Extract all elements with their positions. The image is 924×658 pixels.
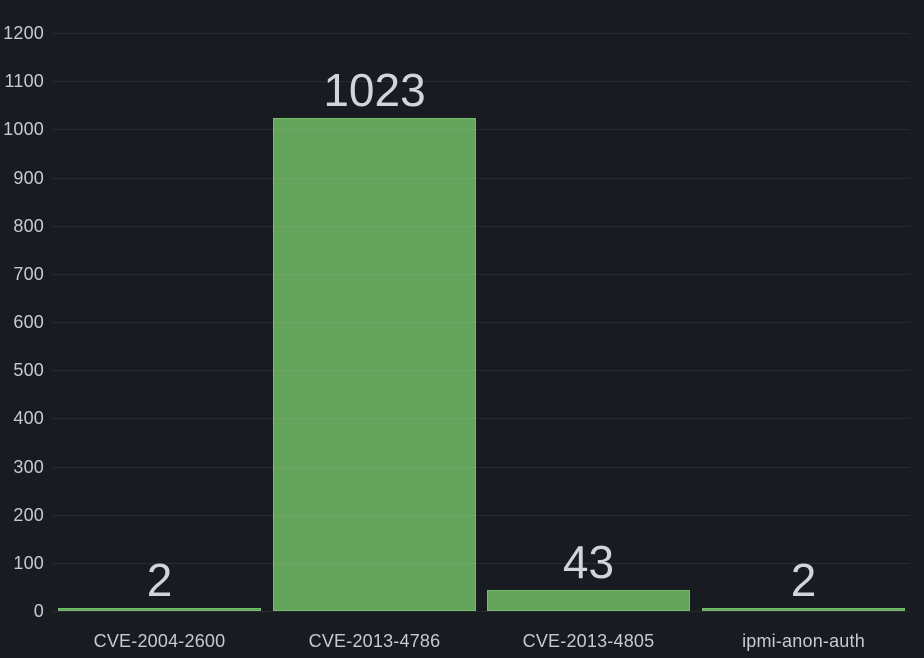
bar[interactable] [702, 608, 905, 611]
y-axis-tick-label: 1200 [3, 23, 44, 43]
y-axis-tick-label: 100 [13, 553, 44, 573]
gridline [52, 274, 910, 275]
x-axis-label: ipmi-anon-auth [742, 631, 865, 651]
gridline [52, 611, 910, 612]
y-axis-tick-label: 800 [13, 216, 44, 236]
y-axis-tick-label: 700 [13, 264, 44, 284]
y-axis-tick-label: 0 [33, 601, 44, 621]
gridline [52, 33, 910, 34]
gridline [52, 322, 910, 323]
x-axis-label: CVE-2013-4805 [522, 631, 655, 651]
y-axis-tick-label: 200 [13, 505, 44, 525]
gridline [52, 418, 910, 419]
x-axis-label: CVE-2004-2600 [93, 631, 226, 651]
gridline [52, 129, 910, 130]
bar-value-label: 1023 [323, 64, 426, 116]
y-axis-tick-label: 1100 [4, 71, 44, 91]
x-axis-label: CVE-2013-4786 [308, 631, 441, 651]
bar[interactable] [273, 118, 476, 611]
y-axis-tick-label: 300 [13, 457, 44, 477]
y-axis-tick-label: 500 [13, 360, 44, 380]
y-axis-tick-label: 900 [13, 168, 44, 188]
gridline [52, 370, 910, 371]
gridline [52, 178, 910, 179]
bar[interactable] [487, 590, 690, 611]
bar-value-label: 2 [146, 554, 173, 606]
gridline [52, 515, 910, 516]
bar[interactable] [58, 608, 261, 611]
bar-value-label: 43 [562, 536, 615, 588]
y-axis-tick-label: 600 [13, 312, 44, 332]
gridline [52, 563, 910, 564]
y-axis-tick-label: 400 [13, 408, 44, 428]
gridline [52, 467, 910, 468]
bar-value-label: 2 [790, 554, 817, 606]
y-axis-tick-label: 1000 [3, 119, 44, 139]
gridline [52, 81, 910, 82]
gridline [52, 226, 910, 227]
